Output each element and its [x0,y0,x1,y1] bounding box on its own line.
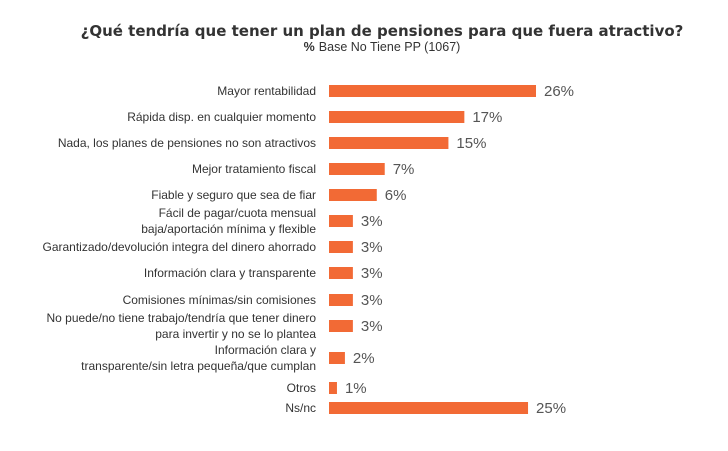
category-label: Mayor rentabilidad [217,84,316,98]
bar [329,137,449,149]
category-label: No puede/no tiene trabajo/tendría que te… [46,311,316,341]
bar [329,85,536,97]
bar [329,267,353,279]
value-label: 25% [536,400,566,417]
category-label-line: para invertir y no se lo plantea [155,327,316,341]
bar [329,352,345,364]
category-label: Comisiones mínimas/sin comisiones [123,293,316,307]
category-label-line: Rápida disp. en cualquier momento [127,110,316,124]
value-label: 3% [361,239,383,256]
category-label-line: Comisiones mínimas/sin comisiones [123,293,316,307]
subtitle-base-text: Base No Tiene PP (1067) [319,40,461,54]
value-label: 1% [345,380,367,397]
category-label: Mejor tratamiento fiscal [192,162,316,176]
category-label: Información clara y transparente [144,266,316,280]
chart-title: ¿Qué tendría que tener un plan de pensio… [81,22,684,40]
chart-subtitle: % Base No Tiene PP (1067) [304,40,461,54]
category-label: Nada, los planes de pensiones no son atr… [58,136,316,150]
category-label: Rápida disp. en cualquier momento [127,110,316,124]
category-label-line: Información clara y transparente [144,266,316,280]
bar [329,111,465,123]
category-label-line: Fiable y seguro que sea de fiar [151,188,316,202]
bar [329,189,377,201]
value-label: 17% [472,109,502,126]
bar [329,320,353,332]
bar [329,163,385,175]
category-label-line: No puede/no tiene trabajo/tendría que te… [46,311,316,325]
value-label: 6% [385,187,407,204]
category-label-line: Información clara y [215,343,316,357]
bar [329,215,353,227]
category-label: Fiable y seguro que sea de fiar [151,188,316,202]
category-label-line: transparente/sin letra pequeña/que cumpl… [81,359,316,373]
value-label: 7% [393,161,415,178]
subtitle-percent-sign: % [304,40,315,54]
bar [329,294,353,306]
category-label-line: Mayor rentabilidad [217,84,316,98]
category-label-line: Otros [287,381,316,395]
value-label: 3% [361,318,383,335]
category-label-line: Ns/nc [285,401,316,415]
value-label: 3% [361,213,383,230]
value-label: 3% [361,265,383,282]
bar [329,402,529,414]
value-label: 3% [361,292,383,309]
category-label: Garantizado/devolución integra del diner… [42,240,316,254]
category-label-line: baja/aportación mínima y flexible [141,222,316,236]
bar [329,241,353,253]
category-label-line: Fácil de pagar/cuota mensual [159,206,316,220]
bars-group: 26% Mayor rentabilidad 17% Rápida disp. en … [42,83,574,417]
category-label: Información clara y transparente/sin letr… [81,343,316,373]
category-label: Fácil de pagar/cuota mensual baja/aportac… [141,206,316,236]
value-label: 15% [456,135,486,152]
category-label-line: Nada, los planes de pensiones no son atr… [58,136,316,150]
bar [329,382,337,394]
category-label: Otros [287,381,316,395]
category-label: Ns/nc [285,401,316,415]
category-label-line: Garantizado/devolución integra del diner… [42,240,316,254]
category-label-line: Mejor tratamiento fiscal [192,162,316,176]
value-label: 26% [544,83,574,100]
value-label: 2% [353,350,375,367]
